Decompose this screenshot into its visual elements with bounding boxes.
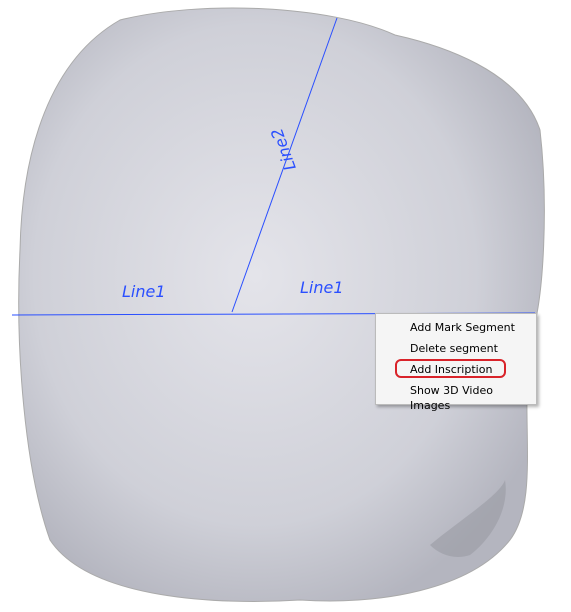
context-menu: Add Mark Segment Delete segment Add Inscri… — [375, 313, 537, 412]
stone-model — [18, 7, 545, 602]
menu-item-label: Delete segment — [410, 342, 498, 355]
menu-item[interactable]: Show 3D Video Images — [376, 380, 536, 412]
menu-item-label: Add Mark Segment — [410, 321, 515, 334]
menu-item[interactable]: Add Mark Segment — [376, 317, 536, 338]
menu-item-label: Show 3D Video Images — [410, 384, 493, 412]
line-label: Line1 — [122, 282, 166, 301]
menu-item-label: Add Inscription — [410, 363, 493, 376]
shadow — [430, 480, 506, 557]
line-label: Line1 — [300, 278, 344, 297]
line2 — [231, 17, 338, 313]
highlight-ring — [395, 359, 506, 378]
menu-item[interactable]: Delete segment — [376, 338, 536, 359]
menu-item[interactable]: Add Inscription — [376, 359, 536, 380]
